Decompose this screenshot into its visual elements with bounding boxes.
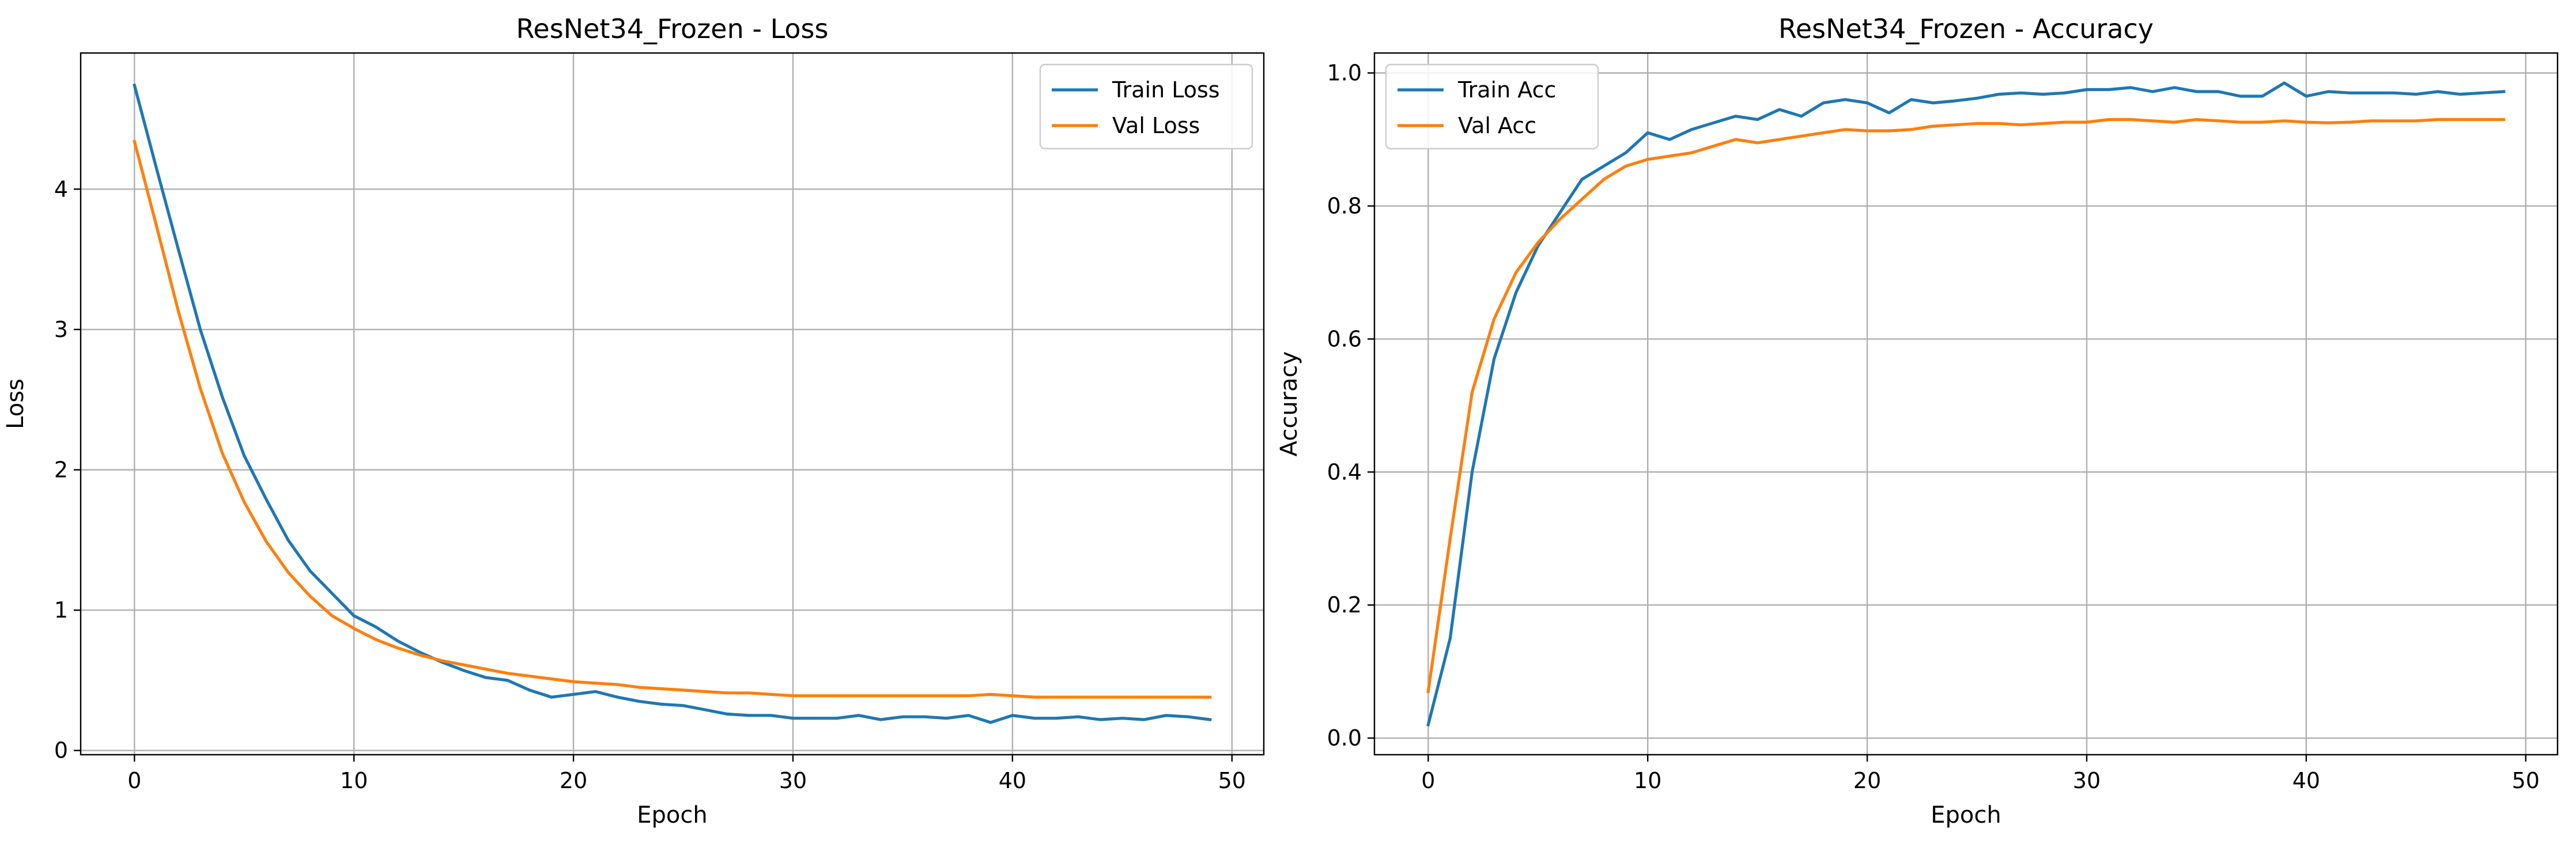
loss-tick-label-x: 30 [779,768,807,793]
loss-tick-label-y: 2 [54,457,68,482]
accuracy-ticks: 0 10 20 30 40 50 0.0 0.2 0.4 0.6 0.8 1.0 [1327,60,2540,793]
accuracy-series-line-val-acc [1426,118,2506,694]
loss-legend: Train Loss Val Loss [1039,63,1253,150]
loss-series-line-val-loss [133,139,1212,699]
loss-tick-label-x: 50 [1218,768,1246,793]
accuracy-tick-label-y: 0.2 [1327,592,1362,618]
loss-axes-frame [80,52,1265,756]
legend-label-train-acc: Train Acc [1457,77,1556,103]
loss-tick-label-y: 3 [54,317,68,342]
accuracy-axes-frame [1373,52,2559,756]
accuracy-series-line-train-acc [1426,81,2506,727]
loss-tick-label-y: 0 [54,738,68,763]
loss-ticks: 0 10 20 30 40 50 0 1 2 3 4 [54,176,1246,793]
accuracy-chart-title: ResNet34_Frozen - Accuracy [1778,13,2154,44]
accuracy-grid [1374,53,2558,755]
loss-tick-label-x: 20 [560,768,587,793]
accuracy-legend: Train Acc Val Acc [1385,63,1599,150]
accuracy-tick-label-y: 0.6 [1327,326,1362,351]
accuracy-tick-label-x: 50 [2512,768,2540,793]
loss-legend-box [1039,63,1253,150]
legend-label-train-loss: Train Loss [1112,77,1220,103]
legend-label-val-acc: Val Acc [1458,113,1536,138]
accuracy-tick-label-x: 40 [2292,768,2320,793]
loss-tick-label-x: 40 [999,768,1026,793]
loss-chart-title: ResNet34_Frozen - Loss [516,13,829,44]
loss-grid [81,53,1264,755]
accuracy-tick-label-x: 0 [1421,768,1435,793]
accuracy-tick-label-y: 1.0 [1327,60,1362,86]
legend-label-val-loss: Val Loss [1112,113,1200,138]
accuracy-tick-label-y: 0.8 [1327,194,1362,219]
accuracy-chart-panel: 0 10 20 30 40 50 0.0 0.2 0.4 0.6 0.8 1.0 ResNet34_F… [1276,13,2559,828]
loss-y-axis-label: Loss [2,379,29,429]
accuracy-y-axis-label: Accuracy [1276,351,1302,457]
loss-x-axis-label: Epoch [637,802,707,828]
accuracy-plot-area [1426,81,2506,727]
accuracy-x-axis-label: Epoch [1931,802,2001,828]
loss-tick-label-x: 10 [340,768,368,793]
loss-series-line-train-loss [133,83,1212,724]
accuracy-legend-box [1385,63,1599,150]
accuracy-tick-label-x: 30 [2073,768,2101,793]
loss-tick-label-x: 0 [127,768,141,793]
loss-plot-area [133,83,1212,724]
accuracy-tick-label-y: 0.0 [1327,725,1362,751]
loss-tick-label-y: 4 [54,176,68,202]
accuracy-tick-label-x: 10 [1634,768,1661,793]
accuracy-tick-label-y: 0.4 [1327,459,1362,485]
loss-tick-label-y: 1 [54,597,68,623]
accuracy-tick-label-x: 20 [1853,768,1881,793]
